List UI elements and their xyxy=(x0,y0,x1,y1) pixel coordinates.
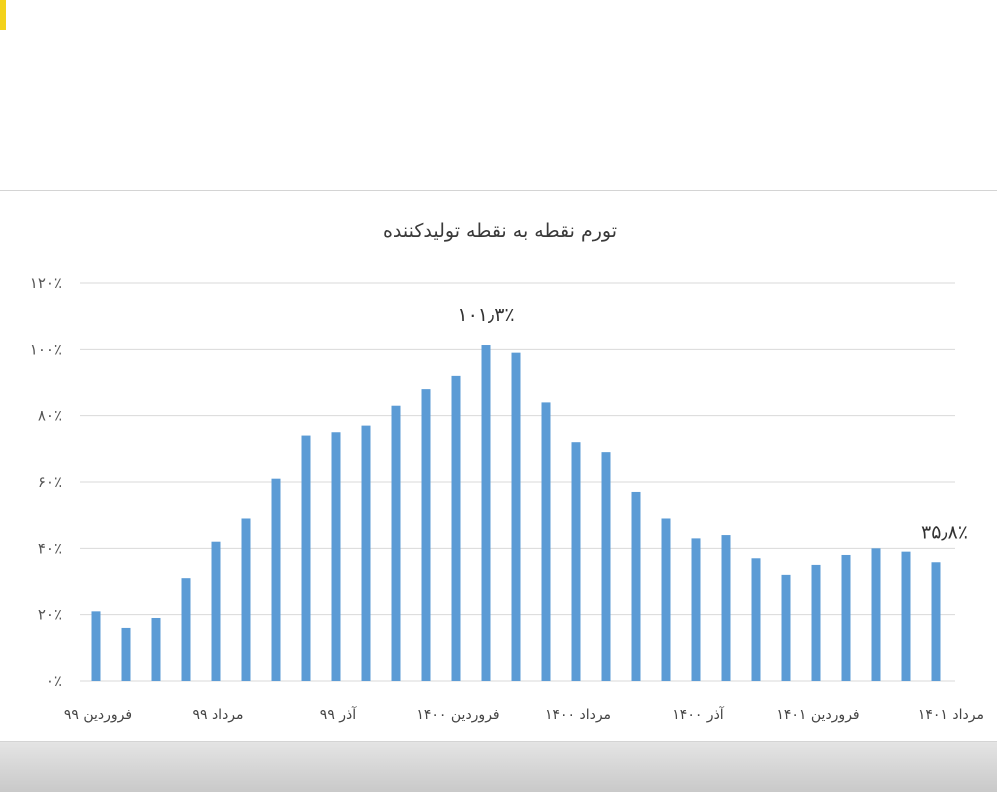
bar xyxy=(151,617,161,681)
bottom-bar xyxy=(0,742,997,792)
bar xyxy=(331,432,341,681)
bar xyxy=(691,538,701,681)
x-tick-label: مرداد ۱۴۰۱ xyxy=(918,707,984,723)
y-tick-label: ۰٪ xyxy=(46,672,62,690)
bars xyxy=(91,345,941,681)
x-tick-label: مرداد ۹۹ xyxy=(192,707,243,723)
bar xyxy=(901,551,911,681)
x-tick-label: آذر ۹۹ xyxy=(320,706,357,723)
bar xyxy=(631,491,641,681)
bar xyxy=(841,554,851,681)
y-tick-label: ۲۰٪ xyxy=(38,606,62,624)
bar xyxy=(391,405,401,681)
bar xyxy=(751,558,761,681)
bar xyxy=(511,352,521,681)
bar xyxy=(781,574,791,681)
x-tick-label: فروردین ۹۹ xyxy=(64,707,132,723)
bar xyxy=(481,345,491,681)
bar xyxy=(541,402,551,681)
bar xyxy=(601,452,611,681)
bar xyxy=(181,578,191,681)
y-tick-label: ۱۲۰٪ xyxy=(30,274,62,292)
y-tick-label: ۶۰٪ xyxy=(38,473,62,491)
bar xyxy=(241,518,251,681)
data-label: ۱۰۱٫۳٪ xyxy=(457,304,514,326)
y-tick-label: ۴۰٪ xyxy=(38,539,62,557)
x-tick-label: مرداد ۱۴۰۰ xyxy=(545,707,611,723)
bar xyxy=(421,389,431,681)
x-tick-label: فروردین ۱۴۰۱ xyxy=(776,707,859,723)
data-label: ۳۵٫۸٪ xyxy=(921,521,968,543)
y-axis-ticks: ۰٪ ۲۰٪ ۴۰٪ ۶۰٪ ۸۰٪ ۱۰۰٪ ۱۲۰٪ xyxy=(30,274,62,690)
bar-chart: تورم نقطه به نقطه تولیدکننده ۰٪ ۲۰٪ ۴۰٪ ۶۰٪… xyxy=(30,220,984,723)
bar xyxy=(721,535,731,681)
bar xyxy=(121,627,131,681)
bar xyxy=(271,478,281,681)
bar xyxy=(211,541,221,681)
y-tick-label: ۸۰٪ xyxy=(38,407,62,425)
bar xyxy=(871,548,881,681)
bar xyxy=(931,562,941,681)
bar xyxy=(661,518,671,681)
bar xyxy=(361,425,371,681)
bar xyxy=(571,442,581,681)
chart-title: تورم نقطه به نقطه تولیدکننده xyxy=(383,220,617,242)
data-labels: ۱۰۱٫۳٪ ۳۵٫۸٪ xyxy=(457,304,968,543)
x-axis-ticks: فروردین ۹۹ مرداد ۹۹ آذر ۹۹ فروردین ۱۴۰۰ مردا… xyxy=(64,706,984,723)
x-tick-label: فروردین ۱۴۰۰ xyxy=(416,707,499,723)
x-tick-label: آذر ۱۴۰۰ xyxy=(672,706,725,723)
bar xyxy=(91,611,101,681)
chart-card: تورم نقطه به نقطه تولیدکننده ۰٪ ۲۰٪ ۴۰٪ ۶۰٪… xyxy=(0,190,997,742)
bar xyxy=(811,564,821,681)
bar xyxy=(451,375,461,681)
y-tick-label: ۱۰۰٪ xyxy=(30,340,62,358)
accent-strip xyxy=(0,0,6,30)
bar xyxy=(301,435,311,681)
